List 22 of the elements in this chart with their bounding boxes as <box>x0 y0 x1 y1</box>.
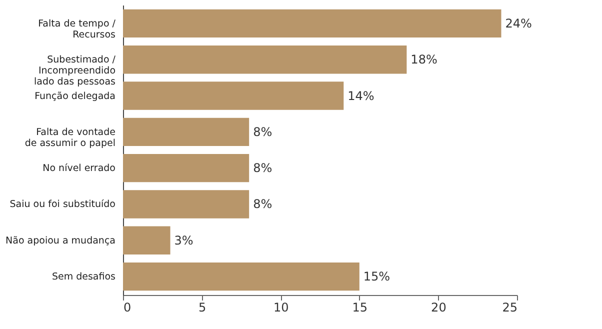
data-label: 15% <box>363 270 390 284</box>
data-label: 8% <box>253 124 272 139</box>
x-tick-label: 5 <box>198 300 206 314</box>
y-tick-label: Não apoiou a mudança <box>6 235 116 246</box>
y-tick-label: Falta de vontade de assumir o papel <box>24 126 116 149</box>
data-label: 3% <box>174 233 194 248</box>
x-tick-label: 10 <box>273 300 289 314</box>
x-tick-label: 15 <box>352 300 368 314</box>
data-label: 18% <box>410 52 438 67</box>
y-tick-label: No nível errado <box>42 163 116 174</box>
y-tick-label: Sem desafios <box>52 272 116 283</box>
y-tick-label: Falta de tempo / Recursos <box>38 18 116 40</box>
y-tick-label: Função delegada <box>34 90 116 102</box>
data-label: 14% <box>348 88 374 103</box>
y-tick-label: Saiu ou foi substituído <box>10 199 116 210</box>
data-label: 24% <box>505 16 532 30</box>
x-tick-label: 25 <box>502 300 518 314</box>
data-label: 8% <box>253 161 272 176</box>
y-tick-label: Subestimado / Incompreendido lado das pessoas <box>34 54 116 88</box>
data-label: 8% <box>253 197 272 212</box>
x-tick-label: 0 <box>124 300 132 314</box>
x-tick-label: 20 <box>431 300 446 314</box>
